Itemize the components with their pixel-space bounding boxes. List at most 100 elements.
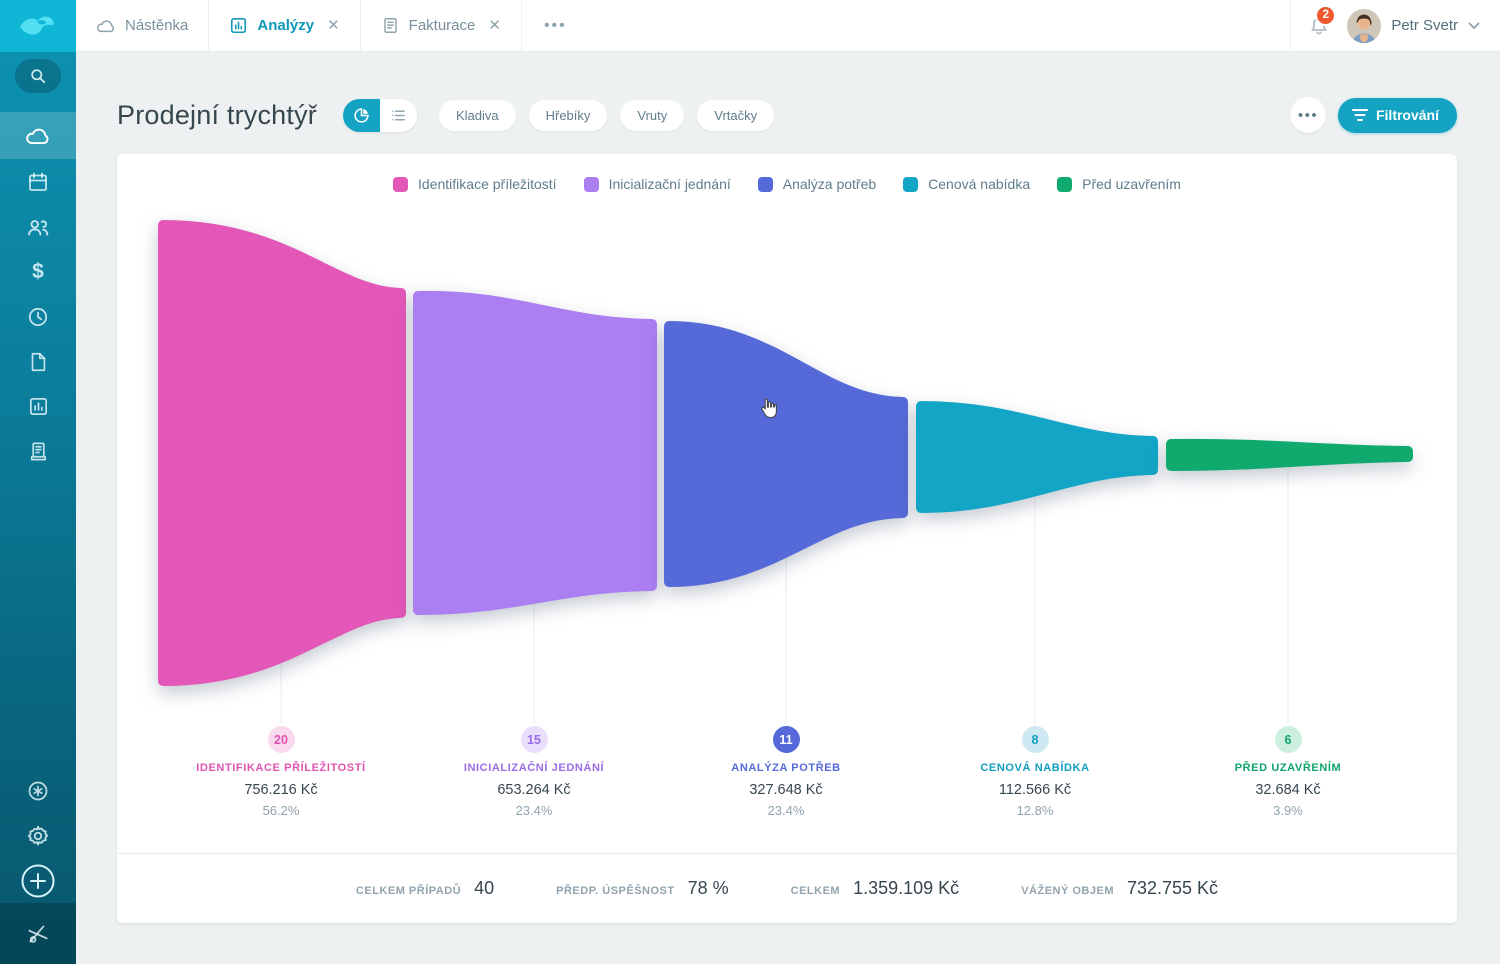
tab-label: Analýzy (257, 17, 315, 34)
stage-count-badge: 11 (772, 726, 800, 753)
stage-summary-identifikace: 20 Identifikace příležitostí 756.216 Kč … (151, 726, 411, 818)
tab-label: Nástěnka (125, 17, 189, 34)
sidebar-item-activities[interactable] (0, 294, 76, 339)
stat-value: 1.359.109 Kč (853, 877, 960, 898)
funnel-segment-analyza[interactable] (664, 321, 908, 587)
cloud-icon (96, 19, 115, 32)
sidebar-item-invoices[interactable] (0, 429, 76, 474)
sidebar-item-dashboard[interactable] (0, 112, 76, 159)
stage-summary-pred-uzavrenim: 6 Před uzavřením 32.684 Kč 3.9% (1158, 726, 1418, 818)
pie-chart-view-button[interactable] (342, 98, 380, 132)
stage-amount: 756.216 Kč (244, 782, 318, 798)
pie-chart-icon (354, 107, 369, 123)
legend-item[interactable]: Před uzavřením (1057, 176, 1181, 192)
stage-count-badge: 6 (1274, 726, 1302, 753)
summary-divider (117, 853, 1457, 854)
gear-icon (27, 825, 49, 845)
stat-predp-uspesnost: PŘEDP. ÚSPĚŠNOST 78 % (556, 878, 728, 899)
sidebar-item-settings[interactable] (0, 813, 76, 858)
stat-label: VÁŽENÝ OBJEM (1021, 884, 1114, 897)
page-title: Prodejní trychtýř (117, 99, 317, 130)
sidebar-item-deals[interactable]: $ (0, 249, 76, 294)
sidebar-add-button[interactable] (0, 858, 76, 903)
filter-button[interactable]: Filtrování (1337, 97, 1457, 133)
view-toggle (342, 98, 417, 132)
legend-label: Před uzavřením (1082, 176, 1181, 192)
invoices-icon (30, 442, 46, 461)
list-view-button[interactable] (379, 98, 417, 132)
topbar: Nástěnka Analýzy ✕ Fakturace ✕ ••• 2 (76, 0, 1500, 52)
legend-item[interactable]: Cenová nabídka (903, 176, 1030, 192)
funnel-card: Identifikace příležitostí Inicializační … (117, 154, 1457, 923)
stage-count-badge: 20 (267, 726, 295, 753)
stat-label: CELKEM PŘÍPADŮ (355, 884, 462, 897)
stage-amount: 327.648 Kč (749, 782, 823, 798)
legend-label: Inicializační jednání (608, 176, 731, 192)
stage-percent: 3.9% (1273, 803, 1303, 818)
tab-fakturace[interactable]: Fakturace ✕ (360, 0, 522, 51)
legend-label: Identifikace příležitostí (418, 176, 557, 192)
stage-count-badge: 8 (1021, 726, 1049, 753)
funnel-segment-pred-uzavrenim[interactable] (1166, 438, 1413, 471)
chart-legend: Identifikace příležitostí Inicializační … (117, 176, 1457, 192)
contacts-icon (28, 219, 49, 236)
tab-analyzy[interactable]: Analýzy ✕ (209, 0, 361, 51)
stage-amount: 32.684 Kč (1255, 782, 1321, 798)
stat-label: PŘEDP. ÚSPĚŠNOST (556, 884, 675, 897)
stage-percent: 56.2% (262, 803, 300, 818)
tab-nastenka[interactable]: Nástěnka (76, 0, 210, 51)
sidebar-item-premium[interactable] (0, 768, 76, 813)
stage-amount: 653.264 Kč (497, 782, 571, 798)
notifications-button[interactable]: 2 (1307, 4, 1337, 38)
stage-name: Analýza potřeb (731, 762, 841, 774)
stage-summary-cenova: 8 Cenová nabídka 112.566 Kč 12.8% (905, 726, 1165, 818)
clock-icon (28, 307, 48, 326)
bird-logo-icon (20, 16, 54, 35)
chip-hrebiky[interactable]: Hřebíky (528, 99, 608, 131)
chip-vrtacky[interactable]: Vrtačky (697, 99, 775, 131)
sidebar-item-analytics[interactable] (0, 384, 76, 429)
funnel-gridlines (280, 468, 1289, 724)
sidebar-signature-section[interactable] (0, 903, 76, 964)
filter-chips: Kladiva Hřebíky Vruty Vrtačky (438, 99, 775, 131)
stat-value: 40 (474, 877, 495, 898)
topbar-spacer (589, 0, 1291, 51)
legend-item[interactable]: Inicializační jednání (583, 176, 731, 192)
legend-swatch (757, 176, 773, 192)
sidebar-item-documents[interactable] (0, 339, 76, 384)
stage-name: Identifikace příležitostí (196, 762, 366, 774)
sidebar-search-button[interactable] (15, 59, 61, 93)
tab-label: Fakturace (408, 17, 476, 34)
stage-percent: 23.4% (515, 803, 553, 818)
legend-item[interactable]: Identifikace příležitostí (393, 176, 557, 192)
avatar[interactable] (1347, 8, 1382, 43)
chevron-down-icon (1468, 22, 1480, 29)
stat-celkem-pripadu: CELKEM PŘÍPADŮ 40 (356, 878, 494, 899)
legend-label: Cenová nabídka (928, 176, 1031, 192)
legend-label: Analýza potřeb (782, 176, 877, 192)
filter-button-label: Filtrování (1375, 107, 1439, 123)
analytics-icon (29, 397, 47, 416)
funnel-segment-cenova[interactable] (916, 401, 1158, 513)
user-name: Petr Svetr (1391, 17, 1458, 34)
chip-kladiva[interactable]: Kladiva (438, 99, 516, 131)
close-icon[interactable]: ✕ (327, 17, 340, 34)
calendar-icon (29, 172, 47, 191)
summary-bar: CELKEM PŘÍPADŮ 40 PŘEDP. ÚSPĚŠNOST 78 % … (117, 853, 1457, 923)
legend-item[interactable]: Analýza potřeb (757, 176, 877, 192)
close-icon[interactable]: ✕ (488, 17, 501, 34)
sidebar-item-calendar[interactable] (0, 159, 76, 204)
invoice-icon (383, 18, 397, 33)
stat-vazeny-objem: VÁŽENÝ OBJEM 732.755 Kč (1021, 878, 1218, 899)
sidebar-item-contacts[interactable] (0, 204, 76, 249)
header-more-button[interactable]: ••• (1289, 97, 1326, 133)
app-logo[interactable] (0, 0, 76, 52)
funnel-segment-identifikace[interactable] (158, 220, 406, 686)
funnel-segment-inicializacni[interactable] (413, 290, 657, 615)
stage-percent: 23.4% (767, 803, 805, 818)
tabs-more-button[interactable]: ••• (543, 16, 567, 34)
document-icon (31, 352, 46, 371)
chip-vruty[interactable]: Vruty (620, 99, 685, 131)
user-menu[interactable]: 2 Petr Svetr (1290, 0, 1500, 51)
sidebar: $ (0, 0, 76, 964)
